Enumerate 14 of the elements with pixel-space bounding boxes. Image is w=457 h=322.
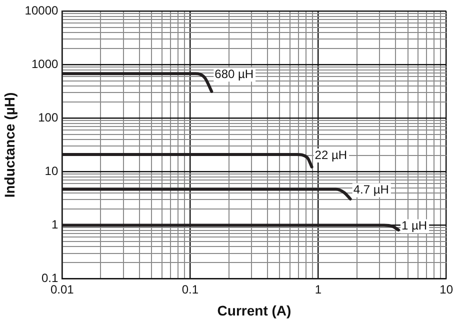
series-label: 22 µH [314,148,348,162]
y-axis-title: Inductance (µH) [1,92,18,198]
series-label: 1 µH [401,218,428,233]
series-label: 680 µH [214,66,254,81]
y-tick-label: 10 [44,164,58,178]
y-tick-label: 1000 [31,57,58,72]
x-tick-label: 1 [314,282,322,296]
y-tick-label: 10000 [24,4,58,18]
x-axis-title: Current (A) [217,302,292,318]
y-tick-label: 1 [51,218,58,232]
series-label: 4.7 µH [353,182,389,197]
y-tick-label: 100 [38,110,58,125]
x-tick-label: 10 [440,282,454,296]
x-tick-label: 0.1 [182,282,199,296]
